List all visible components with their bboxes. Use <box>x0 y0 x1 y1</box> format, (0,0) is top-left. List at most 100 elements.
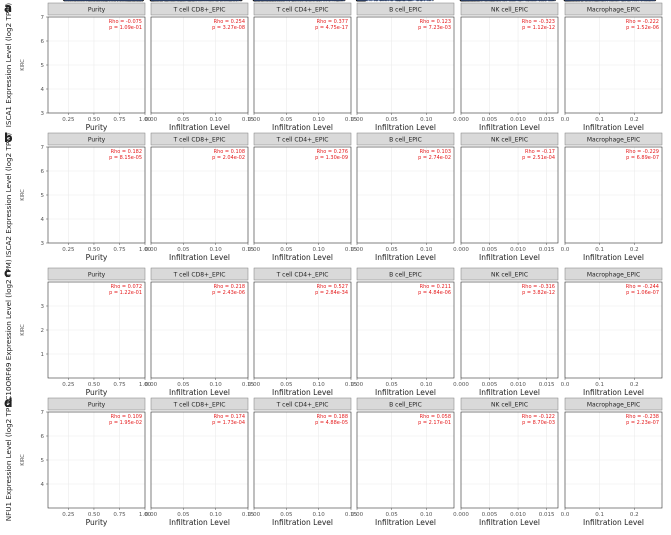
panel-title: Macrophage_EPIC <box>587 402 640 409</box>
panel-title: B cell_EPIC <box>389 402 422 409</box>
y-tick-label: 4 <box>41 87 45 93</box>
x-tick-label: 0.00 <box>351 247 364 253</box>
cancer-type-label: KIRC <box>20 454 26 466</box>
y-tick-label: 5 <box>41 193 45 199</box>
x-tick-label: 0.00 <box>145 117 158 123</box>
x-tick-label: 0.25 <box>62 117 75 123</box>
p-value-label: p = 1.73e-04 <box>212 420 245 426</box>
p-value-label: p = 3.82e-12 <box>522 290 555 296</box>
panel-title: Purity <box>88 402 106 409</box>
p-value-label: p = 4.84e-06 <box>418 290 451 296</box>
p-value-label: p = 2.74e-02 <box>418 155 451 161</box>
panel-title: Macrophage_EPIC <box>587 272 640 279</box>
panel-title: T cell CD4+_EPIC <box>276 7 329 14</box>
y-tick-label: 6 <box>41 169 45 175</box>
panel-title: Purity <box>88 137 106 144</box>
x-tick-label: 0.00 <box>351 512 364 518</box>
x-tick-label: 0.75 <box>113 117 126 123</box>
cancer-type-label: KIRC <box>20 189 26 201</box>
p-value-label: p = 2.23e-07 <box>626 420 659 426</box>
panel-title: NK cell_EPIC <box>491 272 528 279</box>
y-tick-label: 4 <box>41 217 45 223</box>
panel-title: T cell CD4+_EPIC <box>276 272 329 279</box>
x-tick-label: 0.75 <box>113 382 126 388</box>
p-value-label: p = 4.75e-17 <box>315 25 348 31</box>
panel-title: NK cell_EPIC <box>491 7 528 14</box>
panel-title: T cell CD4+_EPIC <box>276 402 329 409</box>
y-tick-label: 5 <box>41 458 45 464</box>
p-value-label: p = 1.12e-12 <box>522 25 555 31</box>
x-axis-label: Infiltration Level <box>169 123 230 132</box>
panel-title: NK cell_EPIC <box>491 402 528 409</box>
y-axis-label: ISCA2 Expression Level (log2 TPM) <box>4 133 13 258</box>
x-tick-label: 0.015 <box>539 247 555 253</box>
panel-title: T cell CD4+_EPIC <box>276 137 329 144</box>
x-axis-label: Infiltration Level <box>169 518 230 527</box>
x-tick-label: 0.25 <box>62 382 75 388</box>
p-value-label: p = 1.52e-06 <box>626 25 659 31</box>
x-axis-label: Infiltration Level <box>375 388 436 397</box>
panel-title: Macrophage_EPIC <box>587 7 640 14</box>
panel-title: B cell_EPIC <box>389 137 422 144</box>
y-tick-label: 2 <box>41 328 45 334</box>
p-value-label: p = 6.89e-07 <box>626 155 659 161</box>
p-value-label: p = 8.70e-03 <box>522 420 555 426</box>
x-axis-label: Purity <box>86 253 108 262</box>
x-tick-label: 0.0 <box>561 512 570 518</box>
x-axis-label: Infiltration Level <box>272 253 333 262</box>
y-tick-label: 6 <box>41 39 45 45</box>
x-tick-label: 0.0 <box>561 382 570 388</box>
x-axis-label: Infiltration Level <box>583 518 644 527</box>
p-value-label: p = 1.22e-01 <box>109 290 142 296</box>
p-value-label: p = 1.95e-02 <box>109 420 142 426</box>
y-axis-label: NFU1 Expression Level (log2 TPM) <box>4 399 13 522</box>
y-tick-label: 3 <box>41 111 45 117</box>
x-tick-label: 0.25 <box>62 247 75 253</box>
x-axis-label: Infiltration Level <box>583 253 644 262</box>
x-tick-label: 0.000 <box>453 117 469 123</box>
x-axis-label: Infiltration Level <box>479 518 540 527</box>
panel-title: B cell_EPIC <box>389 272 422 279</box>
panel-title: T cell CD8+_EPIC <box>173 272 226 279</box>
x-tick-label: 0.25 <box>62 512 75 518</box>
panel-title: B cell_EPIC <box>389 7 422 14</box>
x-tick-label: 0.0 <box>561 247 570 253</box>
x-axis-label: Infiltration Level <box>583 123 644 132</box>
x-axis-label: Infiltration Level <box>169 253 230 262</box>
y-tick-label: 7 <box>41 15 45 21</box>
x-tick-label: 0.015 <box>539 512 555 518</box>
cancer-type-label: KIRC <box>20 324 26 336</box>
y-axis-label: ISCA1 Expression Level (log2 TPM) <box>4 3 13 128</box>
x-tick-label: 0.00 <box>248 117 261 123</box>
x-tick-label: 0.000 <box>453 382 469 388</box>
x-axis-label: Infiltration Level <box>272 123 333 132</box>
x-tick-label: 0.015 <box>539 382 555 388</box>
panel-title: Purity <box>88 272 106 279</box>
y-tick-label: 4 <box>41 482 45 488</box>
x-tick-label: 0.0 <box>561 117 570 123</box>
x-tick-label: 0.00 <box>145 512 158 518</box>
panel-title: T cell CD8+_EPIC <box>173 7 226 14</box>
x-axis-label: Infiltration Level <box>479 253 540 262</box>
x-tick-label: 0.75 <box>113 247 126 253</box>
panel-title: T cell CD8+_EPIC <box>173 402 226 409</box>
x-tick-label: 0.015 <box>539 117 555 123</box>
y-tick-label: 3 <box>41 304 45 310</box>
cancer-type-label: KIRC <box>20 59 26 71</box>
x-axis-label: Infiltration Level <box>272 388 333 397</box>
x-axis-label: Purity <box>86 123 108 132</box>
p-value-label: p = 2.17e-01 <box>418 420 451 426</box>
p-value-label: p = 2.51e-04 <box>522 155 555 161</box>
y-axis-label: C10ORF69 Expression Level (log2 TPM) <box>4 259 13 400</box>
p-value-label: p = 3.27e-08 <box>212 25 245 31</box>
x-axis-label: Infiltration Level <box>479 123 540 132</box>
y-tick-label: 5 <box>41 63 45 69</box>
x-tick-label: 0.00 <box>248 247 261 253</box>
y-tick-label: 7 <box>41 410 45 416</box>
